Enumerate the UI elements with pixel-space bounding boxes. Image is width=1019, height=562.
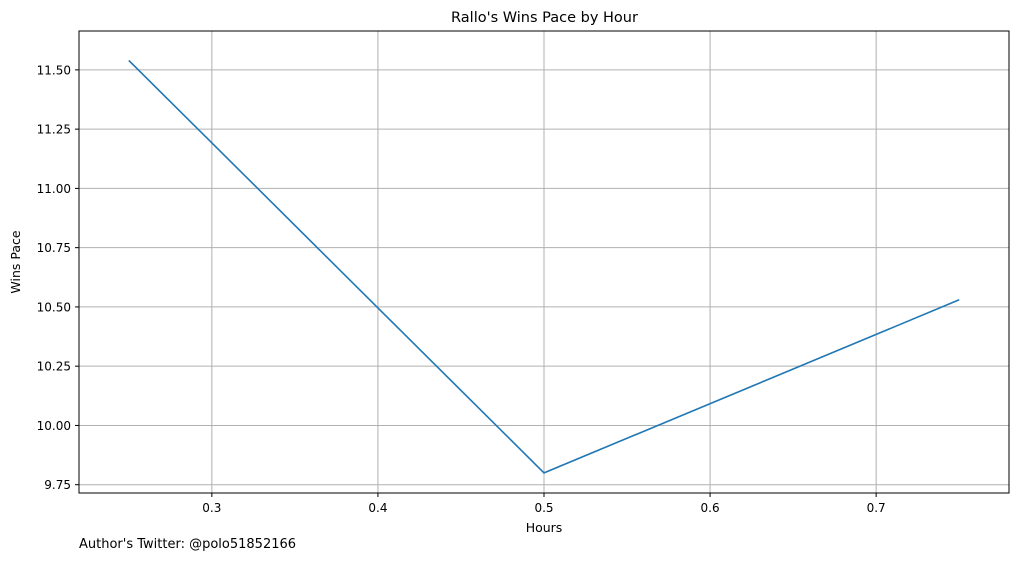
- x-axis-ticks: 0.3 0.4 0.5 0.6 0.7: [202, 493, 886, 515]
- y-tick-label: 9.75: [44, 478, 71, 492]
- x-axis-label: Hours: [526, 520, 563, 535]
- y-axis-ticks: 9.75 10.00 10.25 10.50 10.75 11.00 11.25 11.50: [37, 63, 79, 492]
- x-tick-label: 0.5: [534, 501, 553, 515]
- x-tick-label: 0.3: [202, 501, 221, 515]
- chart-title: Rallo's Wins Pace by Hour: [451, 10, 638, 26]
- y-tick-label: 10.50: [37, 300, 71, 314]
- x-tick-label: 0.6: [701, 501, 720, 515]
- y-tick-label: 11.00: [37, 182, 71, 196]
- x-tick-label: 0.4: [368, 501, 387, 515]
- author-footnote: Author's Twitter: @polo51852166: [79, 537, 297, 552]
- y-tick-label: 11.50: [37, 63, 71, 77]
- grid-lines: [79, 31, 1009, 493]
- y-tick-label: 10.25: [37, 360, 71, 374]
- y-tick-label: 10.75: [37, 241, 71, 255]
- y-tick-label: 11.25: [37, 123, 71, 137]
- x-tick-label: 0.7: [867, 501, 886, 515]
- y-tick-label: 10.00: [37, 419, 71, 433]
- series-group: [128, 59, 960, 474]
- series-line: [128, 59, 960, 474]
- y-axis-label: Wins Pace: [8, 230, 23, 293]
